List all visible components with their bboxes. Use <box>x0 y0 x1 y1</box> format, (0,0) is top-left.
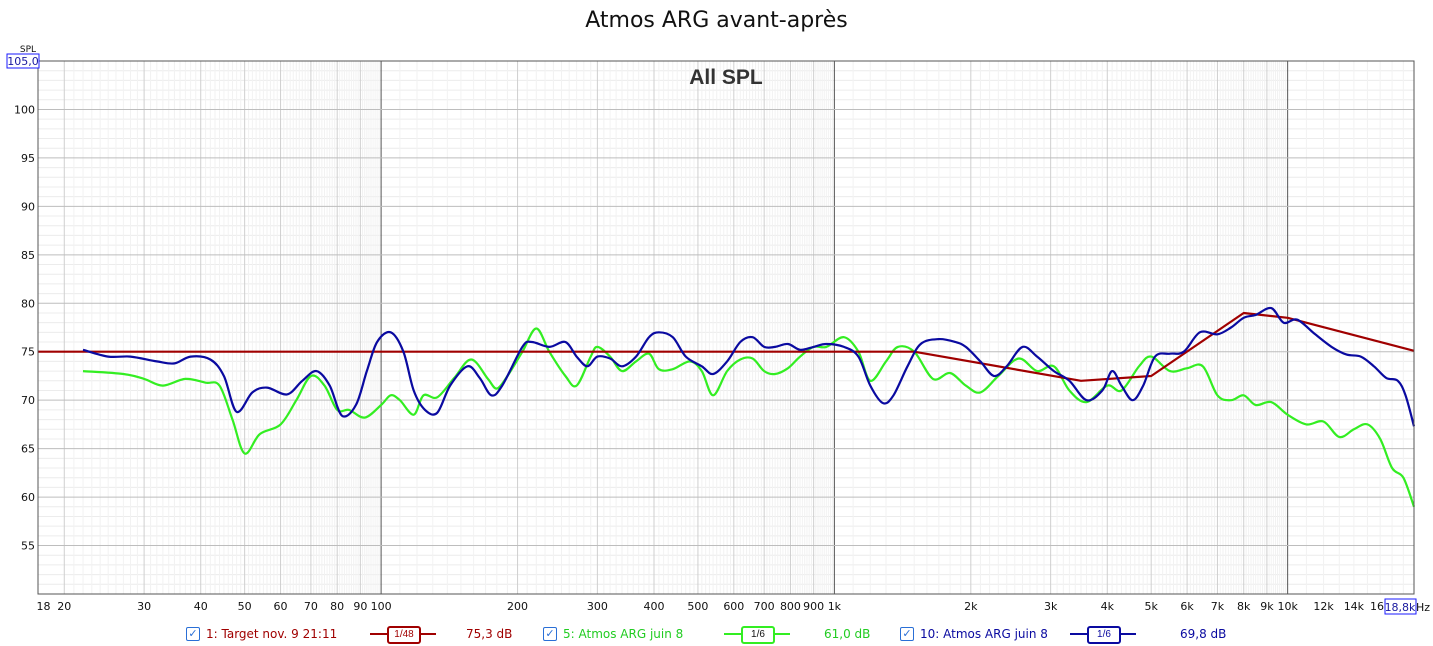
x-tick-label: 20 <box>57 600 71 613</box>
x-tick-label: 18 <box>37 600 51 613</box>
x-tick-label: 300 <box>587 600 608 613</box>
legend-checkbox-atmos-10[interactable]: ✓ <box>900 627 914 641</box>
x-tick-label: 500 <box>687 600 708 613</box>
x-tick-label: 800 <box>780 600 801 613</box>
x-tick-label: 50 <box>238 600 252 613</box>
y-top-value-box[interactable] <box>6 53 40 69</box>
chart-title: Atmos ARG avant-après <box>585 8 848 33</box>
x-tick-label: 70 <box>304 600 318 613</box>
x-tick-label: 9k <box>1260 600 1274 613</box>
x-tick-label: 3k <box>1044 600 1058 613</box>
x-tick-label: 10k <box>1277 600 1298 613</box>
legend-label-target: 1: Target nov. 9 21:11 <box>206 627 338 641</box>
y-tick-label: 60 <box>21 491 35 504</box>
y-top-value: 105,0 <box>7 55 39 68</box>
smoothing-value-atmos-10[interactable]: 1/6 <box>1087 626 1121 644</box>
x-tick-label: 80 <box>330 600 344 613</box>
y-axis-label: SPL <box>20 45 36 55</box>
x-tick-label: 7k <box>1211 600 1225 613</box>
y-tick-label: 95 <box>21 152 35 165</box>
legend-item-atmos-10[interactable]: ✓ 10: Atmos ARG juin 8 <box>900 624 1048 644</box>
x-right-value-box[interactable] <box>1384 598 1417 615</box>
x-tick-label: 40 <box>194 600 208 613</box>
smoothing-control-target[interactable]: 1/48 <box>370 626 436 644</box>
y-tick-label: 90 <box>21 200 35 213</box>
legend-item-atmos-5[interactable]: ✓ 5: Atmos ARG juin 8 <box>543 624 683 644</box>
x-tick-label: 60 <box>274 600 288 613</box>
x-tick-label: 4k <box>1101 600 1115 613</box>
y-tick-label: 65 <box>21 443 35 456</box>
x-tick-label: 100 <box>371 600 392 613</box>
x-tick-label: 8k <box>1237 600 1251 613</box>
x-tick-label: 30 <box>137 600 151 613</box>
series-line-2 <box>82 306 1416 427</box>
y-tick-label: 55 <box>21 540 35 553</box>
x-tick-label: 2k <box>964 600 978 613</box>
level-target: 75,3 dB <box>466 627 513 641</box>
legend-checkbox-target[interactable]: ✓ <box>186 627 200 641</box>
level-atmos-10: 69,8 dB <box>1180 627 1227 641</box>
legend-label-atmos-5: 5: Atmos ARG juin 8 <box>563 627 684 641</box>
x-tick-label: 12k <box>1313 600 1334 613</box>
legend-checkbox-atmos-5[interactable]: ✓ <box>543 627 557 641</box>
legend-label-atmos-10: 10: Atmos ARG juin 8 <box>920 627 1048 641</box>
x-tick-label: 400 <box>644 600 665 613</box>
x-tick-label: 6k <box>1180 600 1194 613</box>
level-atmos-5: 61,0 dB <box>824 627 871 641</box>
x-tick-label: 14k <box>1344 600 1365 613</box>
x-tick-label: 700 <box>754 600 775 613</box>
x-tick-label: 90 <box>353 600 367 613</box>
y-tick-label: 100 <box>14 103 35 116</box>
x-tick-label: 900 <box>803 600 824 613</box>
y-tick-label: 80 <box>21 297 35 310</box>
smoothing-control-atmos-5[interactable]: 1/6 <box>724 626 790 644</box>
x-right-value: 18,8k <box>1385 601 1416 614</box>
smoothing-control-atmos-10[interactable]: 1/6 <box>1070 626 1136 644</box>
smoothing-value-target[interactable]: 1/48 <box>387 626 421 644</box>
chart-annotation: All SPL <box>689 66 763 89</box>
x-tick-label: 5k <box>1145 600 1159 613</box>
y-tick-label: 75 <box>21 346 35 359</box>
x-axis-unit: Hz <box>1416 601 1430 614</box>
y-tick-label: 70 <box>21 394 35 407</box>
legend-item-target[interactable]: ✓ 1: Target nov. 9 21:11 <box>186 624 337 644</box>
x-tick-label: 200 <box>507 600 528 613</box>
smoothing-value-atmos-5[interactable]: 1/6 <box>741 626 775 644</box>
series-line-1 <box>82 327 1416 508</box>
x-tick-label: 1k <box>828 600 842 613</box>
plot-frame <box>37 60 1415 595</box>
y-tick-label: 85 <box>21 249 35 262</box>
x-tick-label: 600 <box>723 600 744 613</box>
